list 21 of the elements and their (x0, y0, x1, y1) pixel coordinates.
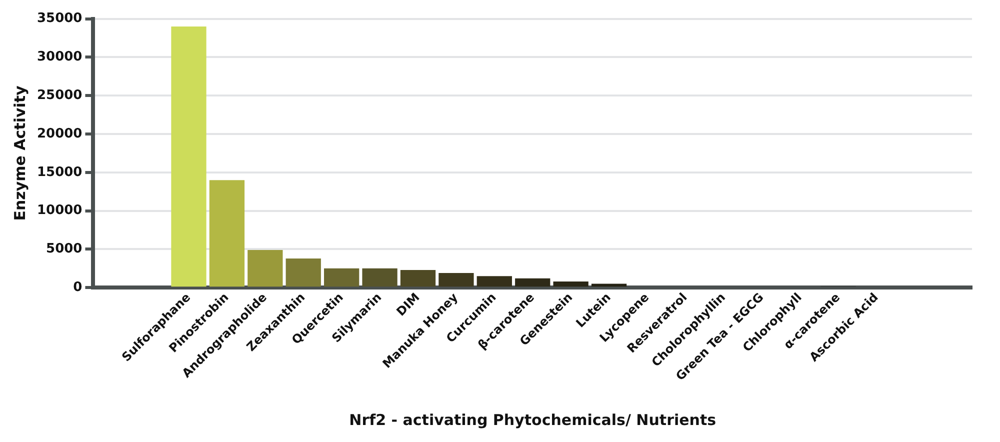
y-tick-label: 10000 (36, 203, 82, 218)
bar (248, 250, 283, 287)
bar (324, 268, 360, 287)
bar (362, 268, 398, 287)
y-tick-label: 25000 (36, 88, 82, 103)
y-tick-label: 0 (73, 280, 82, 296)
bar (400, 270, 436, 287)
y-tick-label: 15000 (36, 164, 82, 180)
bar (438, 273, 474, 287)
y-tick-label: 5000 (46, 242, 82, 257)
y-axis-title: Enzyme Activity (10, 85, 29, 221)
bar (209, 180, 245, 287)
bar (286, 258, 321, 287)
y-tick-label: 35000 (36, 11, 82, 26)
bar (553, 281, 588, 287)
bar (476, 276, 512, 287)
y-tick-label: 30000 (36, 50, 82, 65)
x-axis-title: Nrf2 - activating Phytochemicals/ Nutrients (349, 410, 716, 429)
bar (515, 278, 550, 287)
bar (171, 26, 206, 287)
y-tick-label: 20000 (36, 126, 82, 142)
